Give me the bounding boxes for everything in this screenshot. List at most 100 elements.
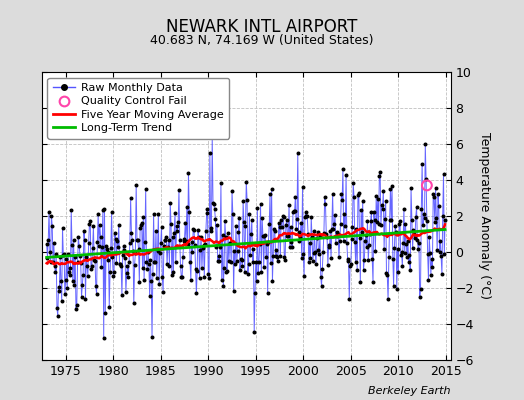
Point bbox=[111, 230, 119, 236]
Point bbox=[165, 263, 173, 269]
Point bbox=[109, 272, 117, 279]
Point bbox=[409, 227, 418, 233]
Point bbox=[140, 277, 148, 283]
Point bbox=[399, 239, 407, 246]
Point bbox=[441, 217, 449, 224]
Point bbox=[211, 216, 220, 222]
Point bbox=[269, 252, 277, 259]
Point bbox=[102, 243, 110, 249]
Point bbox=[200, 274, 209, 280]
Point bbox=[112, 236, 120, 242]
Point bbox=[377, 202, 386, 209]
Point bbox=[220, 265, 228, 271]
Point bbox=[154, 248, 162, 254]
Point bbox=[400, 250, 409, 256]
Point bbox=[294, 228, 303, 235]
Point bbox=[300, 272, 308, 279]
Point bbox=[366, 218, 375, 224]
Point bbox=[279, 212, 287, 219]
Point bbox=[252, 259, 260, 265]
Point bbox=[95, 221, 104, 228]
Point bbox=[302, 212, 311, 219]
Point bbox=[183, 241, 192, 248]
Point bbox=[422, 176, 430, 182]
Point bbox=[84, 240, 93, 246]
Point bbox=[230, 288, 238, 295]
Point bbox=[246, 252, 255, 258]
Point bbox=[343, 258, 352, 264]
Point bbox=[165, 237, 173, 244]
Point bbox=[132, 182, 140, 188]
Point bbox=[438, 270, 446, 277]
Point bbox=[233, 248, 242, 254]
Point bbox=[209, 200, 217, 206]
Point bbox=[301, 214, 309, 220]
Point bbox=[290, 208, 299, 214]
Point bbox=[376, 169, 384, 175]
Point bbox=[305, 240, 314, 246]
Point bbox=[179, 254, 187, 260]
Point bbox=[159, 289, 167, 295]
Point bbox=[221, 218, 229, 224]
Point bbox=[386, 186, 395, 192]
Point bbox=[279, 214, 288, 221]
Point bbox=[151, 258, 159, 265]
Point bbox=[239, 219, 248, 225]
Point bbox=[138, 265, 147, 272]
Point bbox=[333, 232, 342, 239]
Point bbox=[235, 214, 243, 221]
Point bbox=[191, 266, 200, 272]
Point bbox=[329, 190, 337, 197]
Point bbox=[287, 224, 295, 230]
Point bbox=[242, 178, 250, 185]
Point bbox=[319, 248, 328, 255]
Point bbox=[212, 244, 221, 250]
Point bbox=[152, 275, 161, 282]
Point bbox=[62, 256, 71, 262]
Point bbox=[358, 198, 367, 204]
Point bbox=[363, 218, 372, 224]
Point bbox=[370, 216, 379, 223]
Point bbox=[217, 277, 226, 283]
Point bbox=[57, 278, 65, 284]
Point bbox=[85, 220, 94, 227]
Point bbox=[321, 194, 329, 200]
Point bbox=[136, 224, 144, 231]
Point bbox=[104, 249, 113, 256]
Point bbox=[98, 244, 106, 250]
Point bbox=[254, 270, 263, 276]
Point bbox=[146, 256, 155, 263]
Point bbox=[437, 253, 445, 259]
Point bbox=[180, 235, 189, 242]
Point bbox=[236, 266, 244, 273]
Point bbox=[295, 238, 303, 244]
Point bbox=[226, 240, 235, 246]
Point bbox=[418, 160, 427, 167]
Point bbox=[230, 248, 238, 254]
Point bbox=[53, 313, 62, 319]
Point bbox=[255, 259, 263, 265]
Point bbox=[214, 252, 223, 259]
Point bbox=[383, 270, 391, 276]
Point bbox=[197, 234, 205, 240]
Point bbox=[421, 141, 430, 148]
Point bbox=[199, 244, 207, 251]
Point bbox=[87, 266, 95, 272]
Point bbox=[381, 198, 390, 204]
Point bbox=[287, 239, 296, 246]
Point bbox=[224, 230, 232, 236]
Point bbox=[324, 262, 332, 268]
Point bbox=[114, 244, 122, 250]
Point bbox=[174, 218, 182, 225]
Point bbox=[61, 277, 70, 284]
Point bbox=[307, 214, 315, 220]
Point bbox=[158, 274, 167, 280]
Point bbox=[394, 269, 402, 275]
Point bbox=[233, 258, 241, 264]
Point bbox=[100, 335, 108, 342]
Point bbox=[285, 202, 293, 208]
Point bbox=[361, 238, 369, 244]
Point bbox=[256, 200, 265, 207]
Point bbox=[329, 226, 337, 232]
Point bbox=[423, 218, 431, 224]
